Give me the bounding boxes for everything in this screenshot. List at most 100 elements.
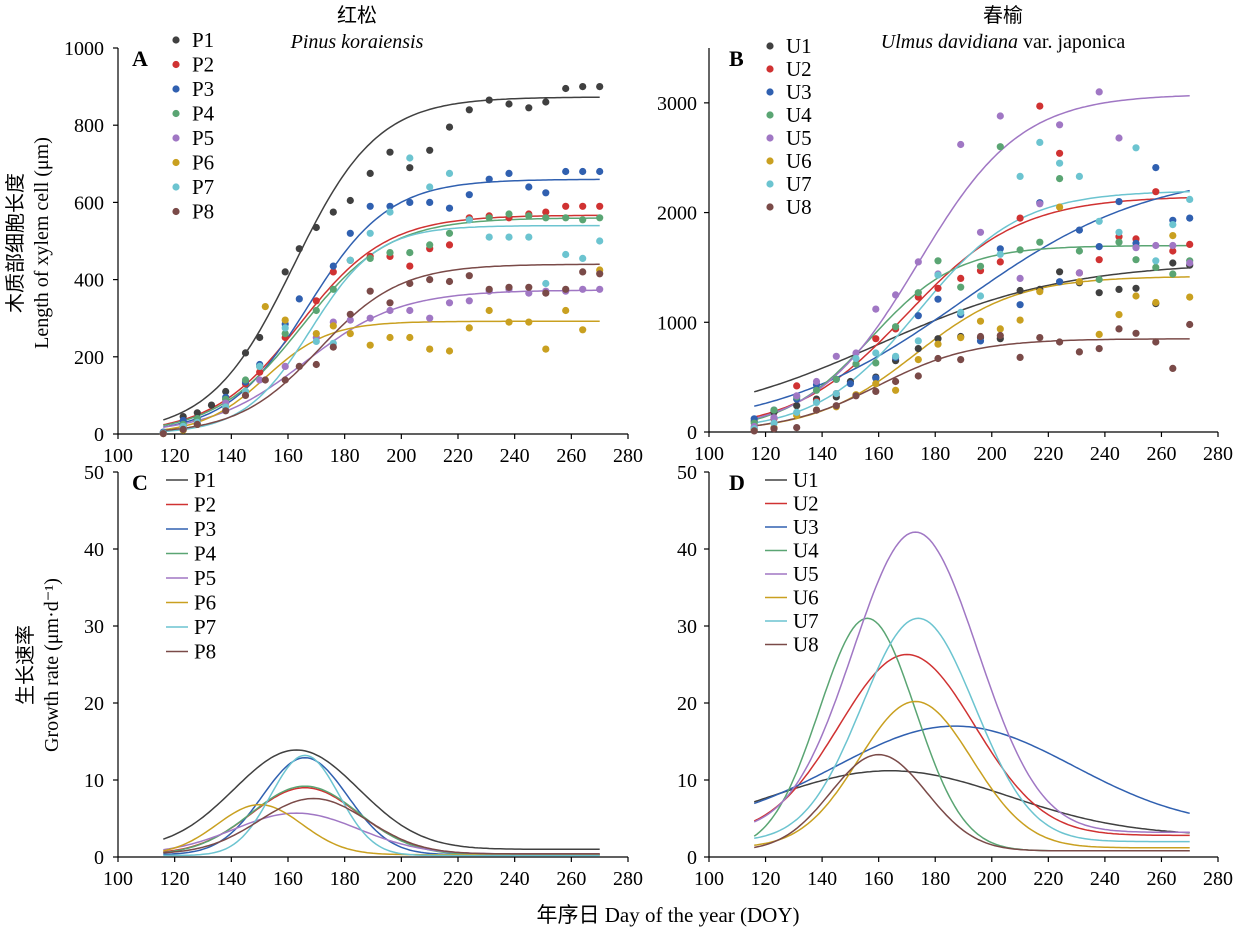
points — [750, 88, 1194, 435]
point-p4 — [579, 216, 587, 224]
legend-item-p3: P3 — [166, 517, 216, 541]
point-p8 — [295, 362, 303, 370]
point-p6 — [505, 318, 513, 326]
x-tick-label: 140 — [216, 868, 246, 890]
x-tick-label: 280 — [1203, 868, 1233, 890]
point-u4 — [976, 262, 985, 270]
point-p4 — [281, 330, 289, 338]
point-p6 — [562, 306, 570, 315]
y-tick-label: 1000 — [64, 38, 104, 60]
panel-d: 100 120 140 160 180 200 220 240 260 280 0 10 20 30 40 5… — [677, 462, 1233, 890]
point-u7 — [1132, 144, 1140, 152]
x-tick-label: 180 — [330, 868, 360, 890]
legend-label: U3 — [786, 80, 812, 104]
point-p1 — [505, 100, 513, 108]
point-u6 — [1036, 288, 1044, 296]
point-p4 — [312, 306, 320, 315]
curve-u7 — [754, 617, 1190, 843]
point-p8 — [312, 360, 320, 369]
legend-item-u4: U4 — [765, 539, 819, 563]
point-p6 — [312, 330, 320, 338]
point-p4 — [542, 214, 550, 222]
point-p2 — [596, 202, 604, 210]
curve-p1 — [163, 96, 600, 421]
point-u8 — [1186, 320, 1194, 329]
point-p8 — [281, 376, 289, 384]
point-p8 — [329, 343, 337, 351]
legend-item-u1: U1 — [766, 34, 812, 58]
point-p8 — [179, 425, 187, 433]
point-p3 — [562, 167, 570, 176]
point-u2 — [1186, 240, 1194, 248]
point-u5 — [1115, 134, 1123, 142]
point-p4 — [426, 241, 434, 249]
legend-label: P2 — [194, 493, 216, 517]
y-tick-label: 20 — [84, 693, 104, 715]
legend-item-u2: U2 — [765, 492, 819, 516]
point-u2 — [957, 274, 965, 282]
point-p6 — [406, 333, 414, 342]
point-u7 — [852, 354, 860, 363]
point-u4 — [1152, 263, 1160, 271]
x-tick-label: 120 — [160, 868, 190, 890]
legend-label: U8 — [786, 195, 812, 219]
legend-marker — [172, 109, 180, 118]
x-tick-label: 120 — [160, 445, 190, 467]
legend-marker — [172, 183, 180, 191]
point-p7 — [596, 237, 604, 245]
legend-label: U4 — [786, 103, 812, 127]
header-right-latin: Ulmus davidiana var. japonica — [881, 31, 1126, 53]
point-u6 — [976, 317, 985, 325]
point-p1 — [295, 245, 303, 253]
point-u8 — [872, 387, 880, 395]
xlabel: 年序日 Day of the year (DOY) — [536, 903, 799, 927]
x-tick-label: 160 — [273, 445, 303, 467]
point-u5 — [957, 140, 965, 149]
point-u7 — [1036, 138, 1044, 146]
y-tick-label: 3000 — [657, 93, 697, 115]
point-u4 — [892, 323, 900, 331]
point-u1 — [1056, 268, 1064, 276]
legend-item-u5: U5 — [766, 126, 812, 150]
curve-p3 — [163, 178, 600, 428]
point-p2 — [542, 208, 550, 216]
legend-item-p2: P2 — [166, 493, 216, 517]
point-p3 — [579, 167, 587, 176]
point-u4 — [812, 386, 821, 394]
point-u7 — [976, 292, 985, 300]
legend-label: U8 — [793, 633, 819, 657]
y-tick-label: 30 — [84, 616, 104, 638]
y-tick-label: 20 — [677, 693, 697, 715]
legend-label: P7 — [194, 615, 216, 639]
point-p3 — [346, 229, 354, 237]
point-u4 — [1075, 247, 1083, 255]
point-u2 — [793, 382, 801, 390]
point-p6 — [329, 322, 337, 330]
point-p7 — [281, 324, 289, 332]
point-u4 — [1169, 270, 1177, 278]
legend-item-u7: U7 — [766, 172, 812, 196]
point-u3 — [996, 245, 1004, 253]
panel-letter-b: B — [729, 46, 744, 71]
point-p1 — [241, 349, 250, 357]
x-tick-label: 240 — [1090, 443, 1120, 465]
point-p4 — [485, 214, 493, 222]
x-tick-label: 200 — [386, 868, 416, 890]
point-u8 — [1169, 364, 1177, 372]
legend-marker — [766, 180, 774, 188]
curve-p1 — [163, 749, 600, 851]
point-u5 — [976, 228, 985, 236]
legend-label: P2 — [192, 53, 214, 77]
legend-item-u8: U8 — [766, 195, 812, 219]
legend-marker — [172, 85, 180, 93]
curve-u4 — [753, 617, 1190, 852]
x-tick-label: 260 — [1146, 443, 1176, 465]
points — [159, 83, 604, 438]
y-tick-label: 0 — [687, 422, 697, 444]
x-tick-label: 160 — [864, 443, 894, 465]
point-u1 — [1115, 285, 1123, 293]
point-u7 — [793, 408, 801, 416]
point-u3 — [1016, 301, 1024, 309]
point-u5 — [1056, 121, 1064, 129]
